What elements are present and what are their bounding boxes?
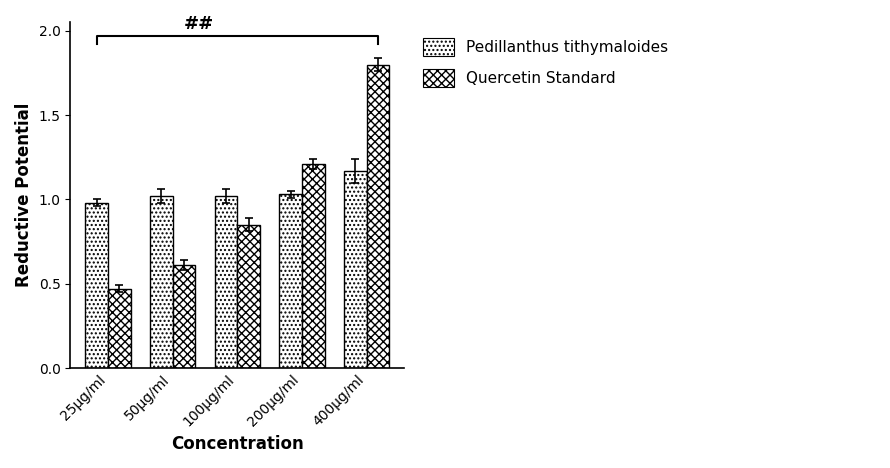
Bar <box>238 225 260 368</box>
Y-axis label: Reductive Potential: Reductive Potential <box>15 103 33 287</box>
Text: ##: ## <box>183 15 214 33</box>
Bar <box>108 289 131 368</box>
X-axis label: Concentration: Concentration <box>171 435 303 453</box>
Bar <box>150 196 173 368</box>
Bar <box>344 171 367 368</box>
Bar <box>173 265 196 368</box>
Bar <box>85 203 108 368</box>
Bar <box>214 196 238 368</box>
Bar <box>279 194 302 368</box>
Legend: Pedillanthus tithymaloides, Quercetin Standard: Pedillanthus tithymaloides, Quercetin St… <box>416 30 676 95</box>
Bar <box>367 65 389 368</box>
Bar <box>302 164 325 368</box>
